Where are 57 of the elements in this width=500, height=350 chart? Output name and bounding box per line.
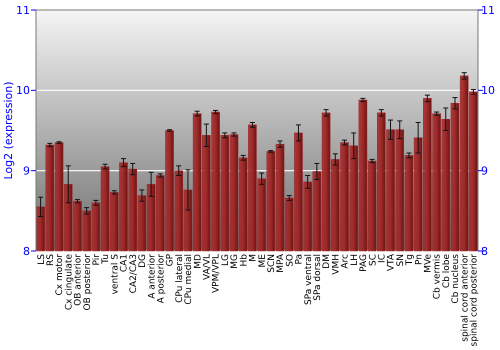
x-tick-label: RS: [46, 254, 56, 266]
y2-tick-label: 10: [481, 84, 495, 98]
x-tick-label: OB posterior: [82, 254, 93, 311]
x-tick-label: Pn: [414, 254, 424, 265]
x-tick-label: spinal cord posterior: [470, 254, 480, 346]
x-tick-label: ME: [258, 254, 268, 268]
y2-tick-label: 11: [481, 4, 495, 17]
x-tick-label: Cx cingulate: [64, 254, 74, 310]
x-tick-label: PAG: [359, 254, 370, 272]
x-tick-label: MG: [230, 254, 240, 269]
x-tick-label: DM: [322, 254, 332, 269]
x-tick-label: CPu lateral: [174, 254, 185, 303]
x-tick-label: Tg: [405, 254, 416, 266]
x-tick-label: LH: [350, 254, 360, 266]
x-tick-label: A anterior: [147, 254, 158, 299]
x-tick-label: spinal cord anterior: [460, 254, 470, 342]
x-tick-label: MD: [193, 254, 204, 269]
x-tick-label: CPu medial: [184, 254, 194, 305]
x-tick-label: SO: [285, 254, 296, 267]
x-tick-label: Pa: [294, 254, 305, 265]
y2-tick-label: 9: [481, 164, 488, 178]
x-tick-label: A posterior: [156, 254, 166, 304]
x-tick-label: M: [248, 254, 259, 262]
y-tick-label: 8: [23, 244, 30, 258]
x-tick-label: Cb vermis: [432, 254, 443, 300]
y-tick-label: 11: [16, 4, 30, 17]
x-tick-label: Hb: [239, 254, 250, 266]
x-tick-label: Cx motor: [55, 254, 66, 296]
x-tick-label: ventral S: [110, 254, 120, 294]
x-tick-label: SN: [396, 254, 406, 266]
x-tick-label: LS: [36, 254, 47, 265]
y-axis-title: Log2 (expression): [2, 81, 15, 180]
x-tick-label: VTA: [386, 253, 397, 272]
x-tick-label: GP: [166, 253, 176, 266]
x-tick-label: Cb nucleus: [451, 254, 462, 304]
x-tick-label: SPa dorsal: [313, 254, 324, 301]
x-tick-label: CA2/CA3: [128, 254, 139, 294]
x-tick-label: Cb lobe: [442, 254, 452, 288]
x-tick-label: MVe: [424, 254, 434, 273]
x-tick-label: VPM/VPL: [212, 254, 222, 293]
x-tick-label: SCN: [266, 254, 277, 273]
x-tick-label: VA/VL: [202, 254, 213, 280]
x-tick-label: MPA: [276, 253, 286, 273]
x-tick-label: SPa ventral: [304, 254, 314, 305]
x-tick-label: VMH: [331, 254, 342, 275]
x-tick-label: OB anterior: [74, 254, 84, 306]
x-tick-label: Pir: [92, 254, 102, 266]
x-tick-label: Tu: [101, 254, 112, 265]
y2-tick-label: 8: [481, 244, 488, 258]
x-tick-label: LG: [220, 254, 231, 266]
x-tick-label: DG: [138, 254, 148, 268]
x-tick-label: IC: [377, 254, 388, 263]
x-tick-label: Arc: [340, 254, 351, 269]
x-tick-label: SC: [368, 254, 378, 266]
y-tick-label: 9: [23, 164, 30, 178]
x-tick-label: CA1: [120, 254, 130, 272]
y-tick-label: 10: [16, 84, 30, 98]
